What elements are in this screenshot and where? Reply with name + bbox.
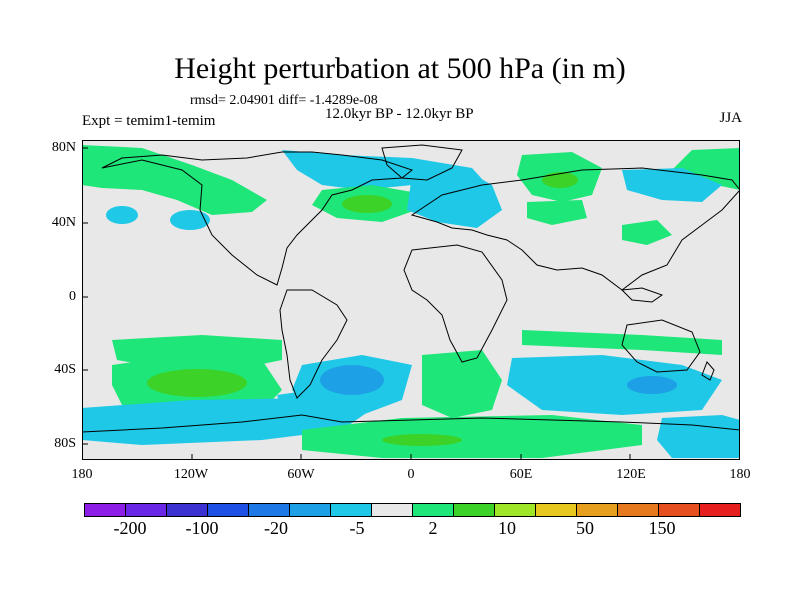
- height-perturbation-map: [82, 140, 740, 460]
- lon-label-60e: 60E: [509, 467, 533, 482]
- colorbar-swatch: [330, 503, 372, 517]
- lat-label-40n: 40N: [51, 215, 76, 230]
- colorbar-swatch: [453, 503, 495, 517]
- lon-label-120w: 120W: [173, 467, 209, 482]
- colorbar-swatch: [617, 503, 659, 517]
- coast-greenland: [381, 144, 463, 181]
- plot-title: Height perturbation at 500 hPa (in m): [174, 52, 626, 85]
- coastlines: [82, 144, 740, 433]
- anomaly-negative-nam-small: [170, 210, 210, 230]
- colorbar-swatch: [535, 503, 577, 517]
- colorbar-label: -200: [113, 518, 147, 538]
- map-frame: [82, 140, 740, 460]
- colorbar-label: -100: [185, 518, 219, 538]
- colorbar-swatch: [658, 503, 700, 517]
- colorbar-label: -20: [264, 518, 288, 538]
- anomaly-negative-npac-small: [106, 206, 138, 224]
- lon-label-60w: 60W: [287, 467, 315, 482]
- anomaly-positive-siberia-core: [542, 172, 578, 188]
- coast-africa: [403, 244, 508, 363]
- anomaly-negative-antarctic-east: [657, 415, 740, 458]
- lon-label-180w: 180: [71, 467, 93, 482]
- anomaly-negative-sio-core: [627, 376, 677, 394]
- coast-australia: [621, 319, 701, 373]
- lon-label-120e: 120E: [616, 467, 646, 482]
- anomaly-positive-spac-core: [147, 369, 247, 397]
- colorbar-swatch: [412, 503, 454, 517]
- anomaly-positive-indian-band: [522, 330, 722, 355]
- anomaly-negative-sio: [507, 355, 722, 415]
- colorbar-swatch: [371, 503, 413, 517]
- colorbar-label: -5: [349, 518, 365, 538]
- coast-antarctica: [82, 414, 740, 433]
- anomaly-negative-satl-core: [320, 365, 384, 395]
- colorbar-swatch: [166, 503, 208, 517]
- anomaly-positive-japan: [622, 220, 672, 245]
- colorbar-swatch: [699, 503, 741, 517]
- colorbar-label: 150: [648, 518, 676, 538]
- colorbar: [84, 503, 741, 517]
- lat-label-80n: 80N: [51, 140, 76, 155]
- anomaly-positive-atlantic-core: [342, 195, 392, 213]
- lat-label-0: 0: [69, 289, 76, 304]
- colorbar-label: 2: [428, 518, 438, 538]
- anomaly-negative-s-america: [277, 390, 317, 422]
- colorbar-label: 50: [576, 518, 594, 538]
- anomaly-positive-npac-east: [672, 148, 740, 190]
- coast-indonesia: [620, 287, 664, 303]
- colorbar-swatch: [207, 503, 249, 517]
- colorbar-swatch: [576, 503, 618, 517]
- anomaly-positive-sindian: [422, 350, 502, 418]
- colorbar-swatch: [494, 503, 536, 517]
- colorbar-swatch: [125, 503, 167, 517]
- coast-south-america: [279, 289, 348, 399]
- anomaly-positive-antarctic-core: [382, 434, 462, 446]
- anomaly-positive-antarctic: [302, 415, 642, 458]
- lon-label-0: 0: [407, 467, 415, 482]
- period-label: 12.0kyr BP - 12.0kyr BP: [325, 106, 474, 122]
- lat-label-80s: 80S: [54, 436, 76, 451]
- anomaly-negative-eastasia: [622, 168, 722, 202]
- colorbar-swatch: [84, 503, 126, 517]
- anomaly-negative-europe: [407, 168, 502, 228]
- season-label: JJA: [719, 110, 742, 126]
- colorbar-swatch: [289, 503, 331, 517]
- experiment-label: Expt = temim1-temim: [82, 113, 216, 129]
- anomaly-positive-casia: [527, 200, 587, 225]
- rmsd-stats: rmsd= 2.04901 diff= -1.4289e-08: [190, 93, 378, 108]
- coast-eurasia: [410, 167, 740, 291]
- coast-new-zealand: [701, 361, 715, 381]
- lon-label-180e: 180: [729, 467, 751, 482]
- colorbar-swatch: [248, 503, 290, 517]
- colorbar-label: 10: [498, 518, 516, 538]
- lat-label-40s: 40S: [54, 362, 76, 377]
- coast-north-america: [101, 151, 414, 286]
